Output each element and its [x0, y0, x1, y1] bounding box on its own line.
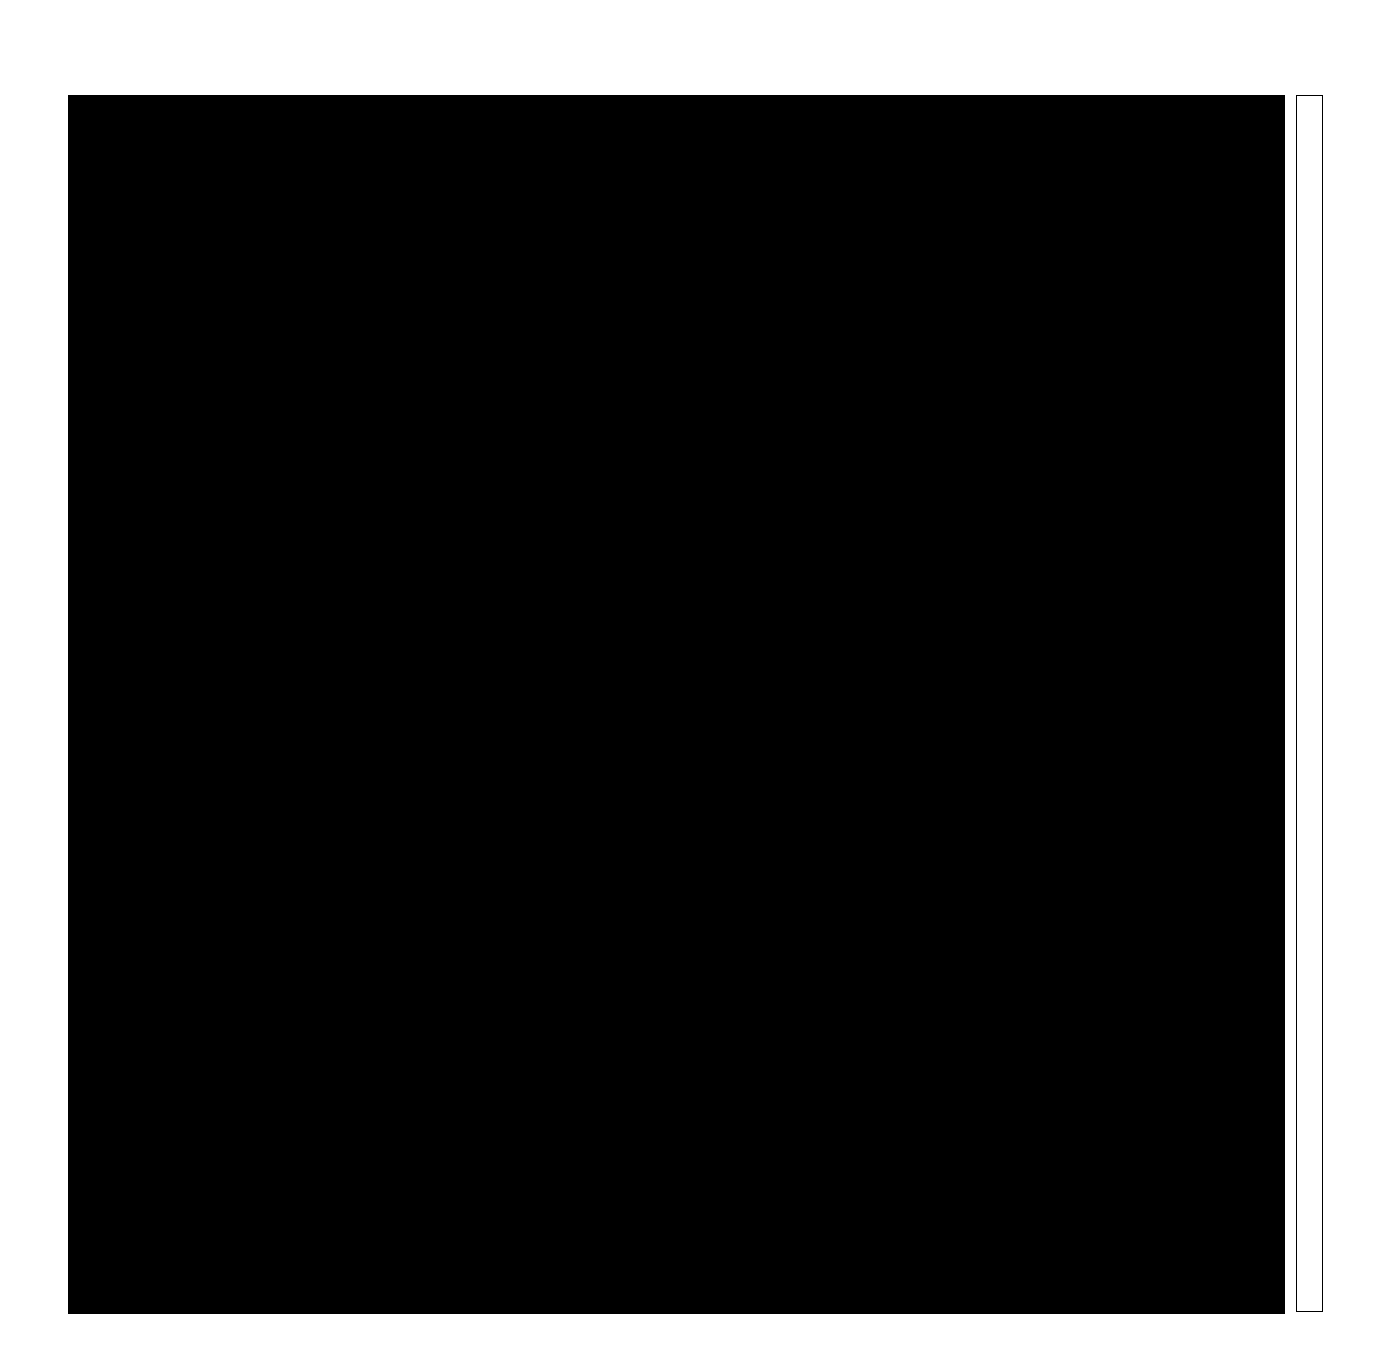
- colorbar-gradient: [1296, 95, 1323, 1312]
- colorbar: [1296, 95, 1323, 1312]
- satellite-image-plot: [68, 95, 1285, 1314]
- plot-clip: [69, 96, 1284, 1313]
- no-data-region: [69, 1073, 1284, 1313]
